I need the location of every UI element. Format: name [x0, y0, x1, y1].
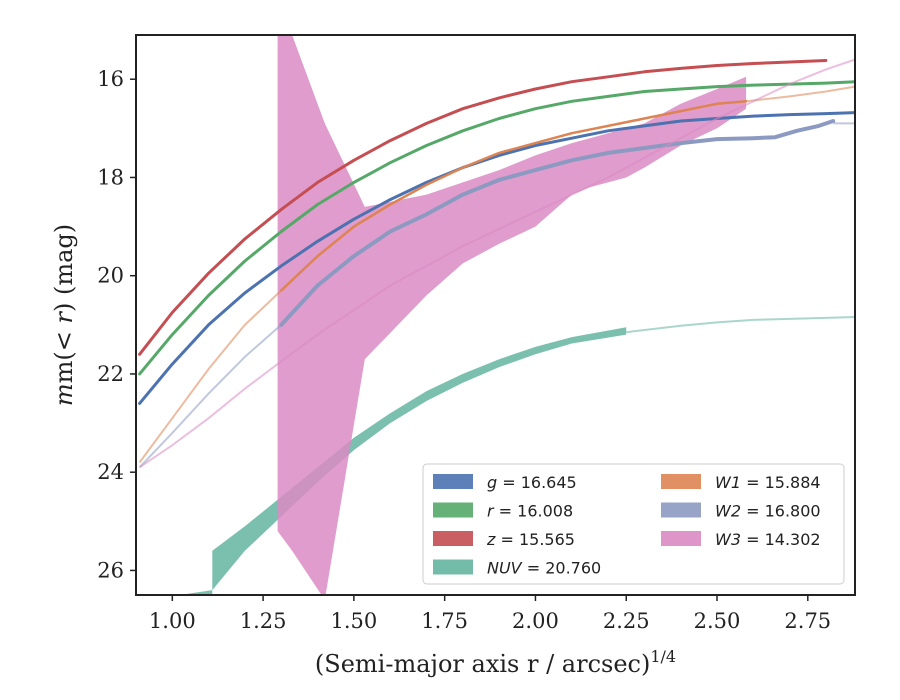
legend-entry-w1: W1 = 15.884 [715, 473, 821, 492]
x-tick-label: 1.50 [330, 609, 377, 633]
legend-swatch-w1 [661, 474, 701, 489]
series-w1-line [280, 100, 748, 292]
series-w2-line [279, 119, 836, 327]
series-nuv-band [179, 327, 627, 595]
legend-box [422, 463, 845, 585]
series-w1-faint-line [138, 289, 282, 463]
y-tick-label: 16 [97, 67, 124, 91]
legend-entry-nuv: NUV = 20.760 [487, 559, 601, 578]
bands-layer [179, 35, 747, 595]
legend-swatch-z [433, 531, 473, 546]
legend-entry-g: g = 16.645 [487, 473, 577, 492]
legend-entry-z: z = 15.565 [486, 530, 575, 549]
series-z-line [138, 59, 828, 356]
legend-entry-r: r = 16.008 [487, 502, 573, 521]
y-tick-label: 18 [97, 165, 124, 189]
x-tick-label: 1.75 [421, 609, 468, 633]
legend: g = 16.645 r = 16.008 z = 15.565 NUV = 20.7… [422, 463, 845, 585]
legend-entry-w2: W2 = 16.800 [715, 502, 821, 521]
x-tick-label: 2.25 [603, 609, 650, 633]
legend-swatch-r [433, 502, 473, 518]
y-axis-label: mm(< r) (mag) [50, 224, 78, 406]
legend-swatch-w3 [661, 531, 701, 546]
x-tick-label: 1.00 [149, 609, 196, 633]
y-tick-label: 22 [97, 362, 124, 386]
series-r-line [138, 80, 855, 376]
series-nuv-tail-line [626, 316, 855, 334]
series-w3-band [277, 35, 747, 595]
y-tick-label: 20 [97, 264, 124, 288]
x-tick-label: 2.75 [784, 609, 831, 633]
series-g-line [138, 111, 855, 405]
legend-swatch-nuv [433, 559, 473, 575]
series-w3-faint-line [139, 58, 855, 469]
x-tick-label: 1.25 [240, 609, 287, 633]
x-axis-label: (Semi-major axis r / arcsec)1/4 [315, 647, 676, 678]
y-tick-label: 24 [97, 460, 124, 484]
y-tick-label: 26 [97, 558, 124, 582]
series-w2-faint-line [138, 324, 282, 468]
series-w1-tail-line [745, 85, 855, 103]
legend-swatch-w2 [661, 502, 701, 518]
legend-swatch-g [433, 474, 473, 489]
legend-entry-w3: W3 = 14.302 [715, 530, 821, 549]
ticks-layer: 1.00 1.25 1.50 1.75 2.00 2.25 2.50 2.75 16 18 20 22… [97, 67, 831, 633]
x-tick-label: 2.50 [694, 609, 741, 633]
lines-layer [138, 58, 855, 469]
plot-frame [135, 34, 856, 596]
x-tick-label: 2.00 [512, 609, 559, 633]
